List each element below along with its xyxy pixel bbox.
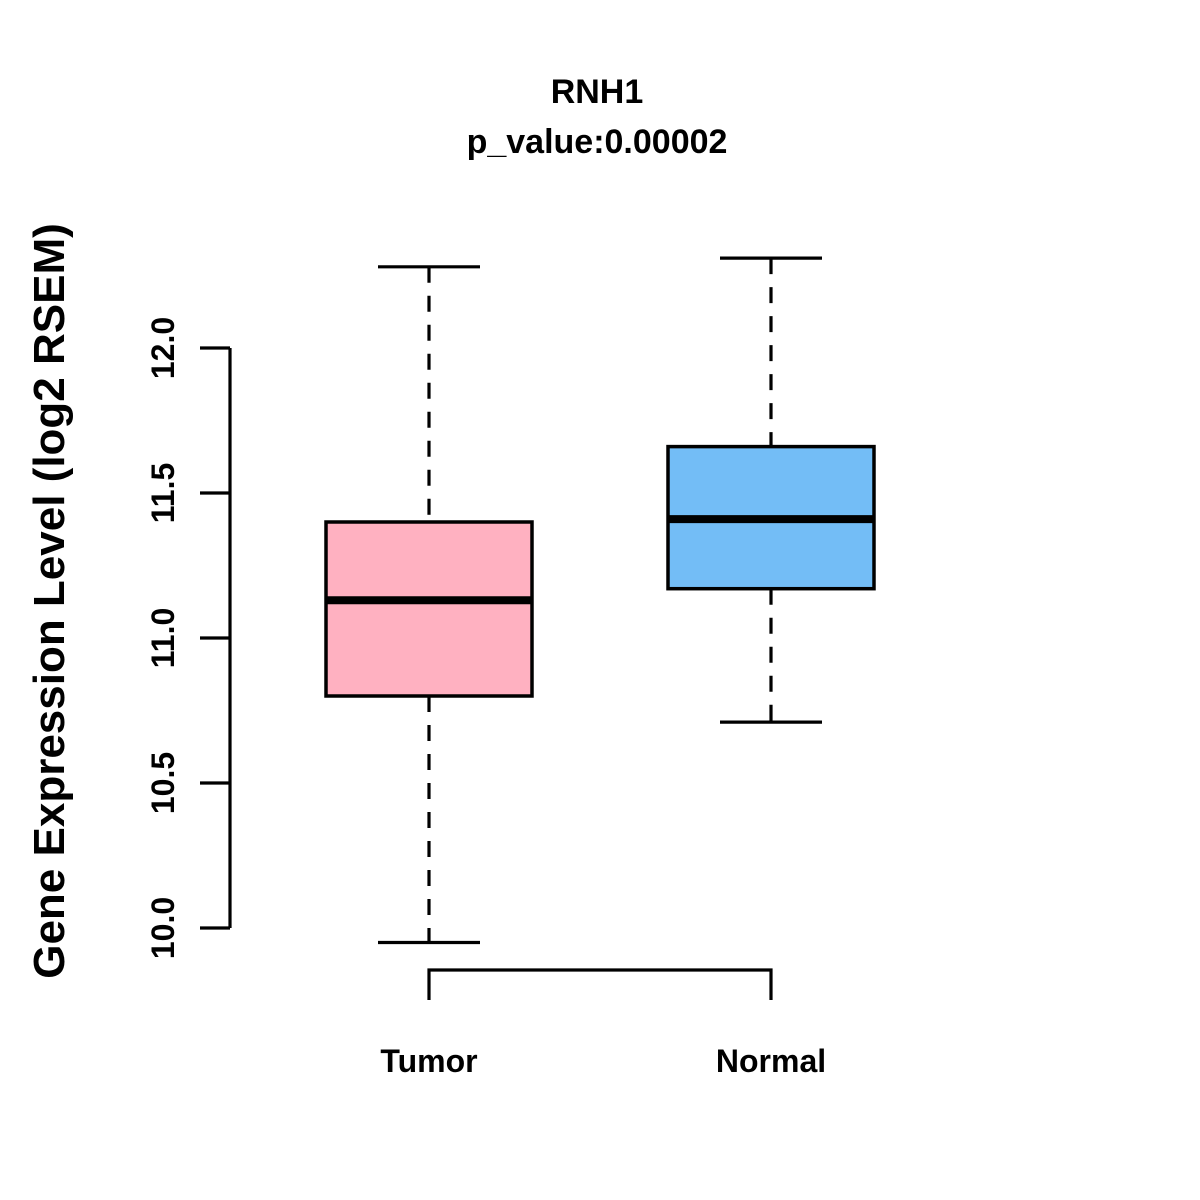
y-axis-tick-label: 12.0 bbox=[145, 317, 181, 379]
category-label-normal: Normal bbox=[716, 1043, 826, 1079]
y-axis-title: Gene Expression Level (log2 RSEM) bbox=[25, 223, 74, 979]
category-label-tumor: Tumor bbox=[380, 1043, 477, 1079]
y-axis-tick-label: 10.5 bbox=[145, 752, 181, 814]
y-axis-tick-label: 11.0 bbox=[145, 608, 181, 669]
plot-area: 10.0 10.5 11.0 11.5 12.0 Tumor Normal bbox=[145, 256, 876, 1079]
y-axis-tick-label: 10.0 bbox=[145, 897, 181, 959]
chart-subtitle: p_value:0.00002 bbox=[467, 123, 728, 161]
box-tumor bbox=[324, 520, 534, 698]
x-axis-bracket bbox=[427, 968, 773, 1000]
y-axis-tick-label: 11.5 bbox=[145, 463, 181, 524]
chart-title: RNH1 bbox=[551, 73, 644, 111]
